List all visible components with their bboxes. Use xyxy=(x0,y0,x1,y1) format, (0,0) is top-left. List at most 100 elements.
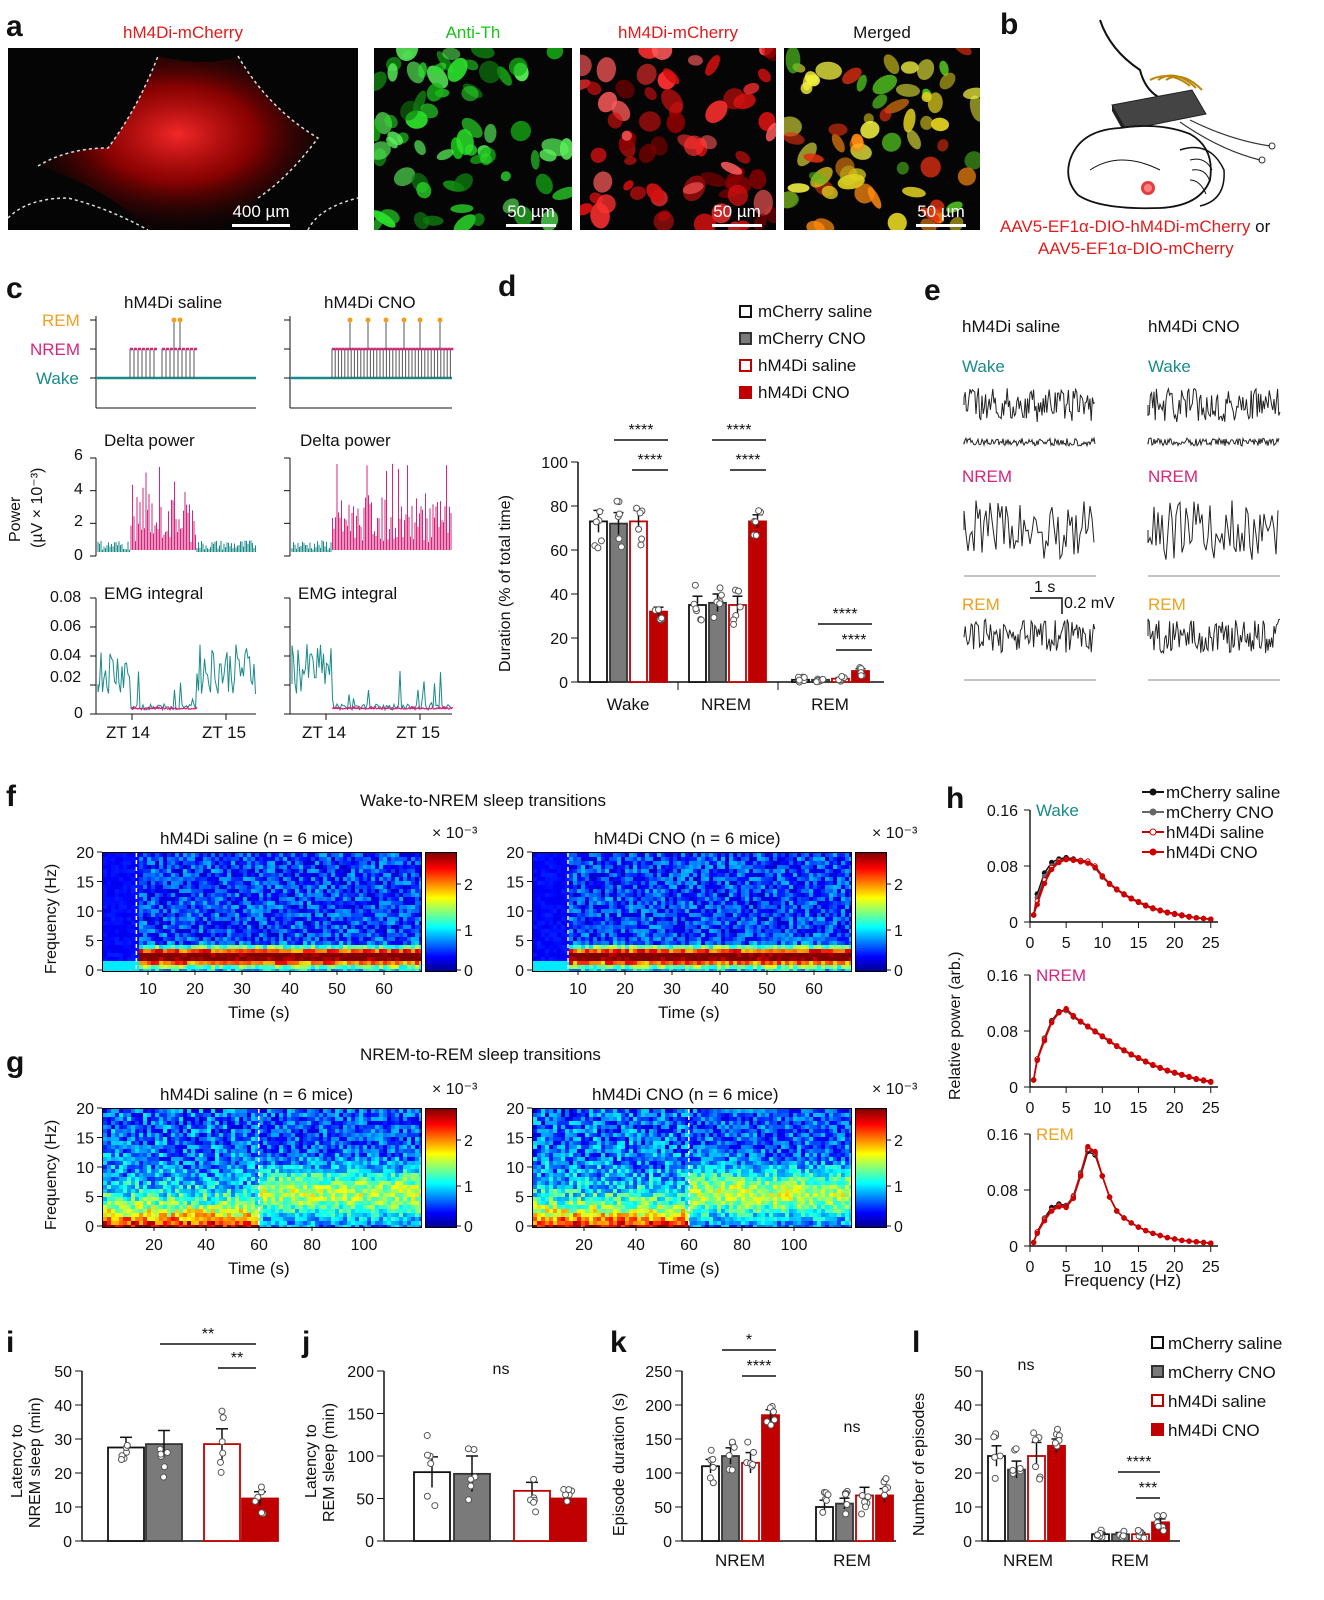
spectrogram-cell xyxy=(299,929,303,933)
spectrogram-cell xyxy=(391,945,395,949)
spectrogram-cell xyxy=(585,965,589,969)
spectrogram-cell xyxy=(171,941,175,945)
spectrogram-cell xyxy=(537,861,541,865)
cell-mark xyxy=(442,48,461,61)
scale-label: 50 µm xyxy=(713,202,761,221)
spectrogram-cell xyxy=(749,877,753,881)
spectrogram-cell xyxy=(411,865,415,869)
spectrogram-cell xyxy=(641,873,645,877)
spectrogram-cell xyxy=(347,953,351,957)
spectrogram-cell xyxy=(757,893,761,897)
spectrogram-cell xyxy=(681,957,685,961)
spectrogram-cell xyxy=(399,893,403,897)
spectrogram-cell xyxy=(541,881,545,885)
spectrogram-cell xyxy=(351,925,355,929)
spectrogram-cell xyxy=(729,861,733,865)
spectrogram-cell xyxy=(729,949,733,953)
spectrogram-cell xyxy=(781,909,785,913)
spectrogram-cell xyxy=(263,937,267,941)
spectrogram-cell xyxy=(339,957,343,961)
spectrogram-cell xyxy=(107,905,111,909)
spectrogram-cell xyxy=(549,869,553,873)
spectrogram-cell xyxy=(399,921,403,925)
spectrogram-cell xyxy=(263,929,267,933)
spectrogram-cell xyxy=(387,969,391,971)
spectrogram-cell xyxy=(315,905,319,909)
data-point xyxy=(592,518,600,526)
spectrogram-cell xyxy=(363,945,367,949)
spectrogram-cell xyxy=(263,945,267,949)
spectrogram-cell xyxy=(569,885,573,889)
spectrogram-cell xyxy=(283,877,287,881)
spectrogram-cell xyxy=(207,917,211,921)
spectrogram-cell xyxy=(565,965,569,969)
spectrogram-cell xyxy=(545,861,549,865)
spectrogram-cell xyxy=(115,925,119,929)
spectrogram-cell xyxy=(347,945,351,949)
spectrogram-cell xyxy=(151,953,155,957)
spectrogram-cell xyxy=(701,969,705,971)
spectrogram-cell xyxy=(115,889,119,893)
spectrogram-cell xyxy=(103,889,107,893)
spectrogram-cell xyxy=(717,857,721,861)
micrograph-anti-th: 50 µm xyxy=(374,48,572,230)
spectrogram-cell xyxy=(199,925,203,929)
spectrogram-cell xyxy=(705,901,709,905)
spectrogram-cell xyxy=(275,933,279,937)
spectrogram-cell xyxy=(717,953,721,957)
spectrogram-cell xyxy=(323,949,327,953)
spectrogram-cell xyxy=(729,905,733,909)
spectrogram-cell xyxy=(275,873,279,877)
spectrogram-cell xyxy=(633,949,637,953)
spectrogram-cell xyxy=(111,869,115,873)
spectrogram-cell xyxy=(139,969,143,971)
spectrogram-cell xyxy=(697,909,701,913)
spectrogram-cell xyxy=(143,901,147,905)
spectrogram-cell xyxy=(163,853,167,857)
spectrogram-cell xyxy=(351,861,355,865)
spectrogram-cell xyxy=(717,929,721,933)
spectrogram-cell xyxy=(585,881,589,885)
spectrogram-cell xyxy=(533,901,537,905)
spectrogram-cell xyxy=(557,969,561,971)
spectrogram-cell xyxy=(107,857,111,861)
spectrogram-cell xyxy=(713,969,717,971)
spectrogram-cell xyxy=(605,913,609,917)
spectrogram-cell xyxy=(371,949,375,953)
spectrogram-cell xyxy=(267,929,271,933)
spectrogram-cell xyxy=(561,869,565,873)
spectrogram-cell xyxy=(789,857,793,861)
spectrogram-cell xyxy=(119,861,123,865)
spectrogram-cell xyxy=(753,913,757,917)
spectrogram-cell xyxy=(589,897,593,901)
spectrogram-cell xyxy=(131,941,135,945)
spectrogram-cell xyxy=(231,945,235,949)
spectrogram-cell xyxy=(553,953,557,957)
spectrogram-cell xyxy=(781,905,785,909)
spectrogram-cell xyxy=(371,969,375,971)
spectrogram-cell xyxy=(605,853,609,857)
spectrogram-cell xyxy=(681,881,685,885)
spectrogram-cell xyxy=(211,965,215,969)
spectrogram-cell xyxy=(387,965,391,969)
spectrogram-cell xyxy=(685,969,689,971)
spectrogram-cell xyxy=(115,853,119,857)
spectrogram-cell xyxy=(403,949,407,953)
spectrogram-cell xyxy=(179,885,183,889)
spectrogram-cell xyxy=(287,865,291,869)
data-point xyxy=(596,508,604,516)
spectrogram-cell xyxy=(123,969,127,971)
spectrogram-cell xyxy=(533,929,537,933)
spectrogram-cell xyxy=(713,897,717,901)
spectrogram-cell xyxy=(119,873,123,877)
spectrogram-cell xyxy=(255,905,259,909)
spectrogram-cell xyxy=(633,965,637,969)
spectrogram-cell xyxy=(705,873,709,877)
spectrogram-cell xyxy=(641,925,645,929)
c-title-saline: hM4Di saline xyxy=(124,293,223,312)
spectrogram-cell xyxy=(207,885,211,889)
spectrogram-cell xyxy=(183,893,187,897)
spectrogram-cell xyxy=(267,897,271,901)
spectrogram-cell xyxy=(143,921,147,925)
spectrogram-cell xyxy=(371,925,375,929)
